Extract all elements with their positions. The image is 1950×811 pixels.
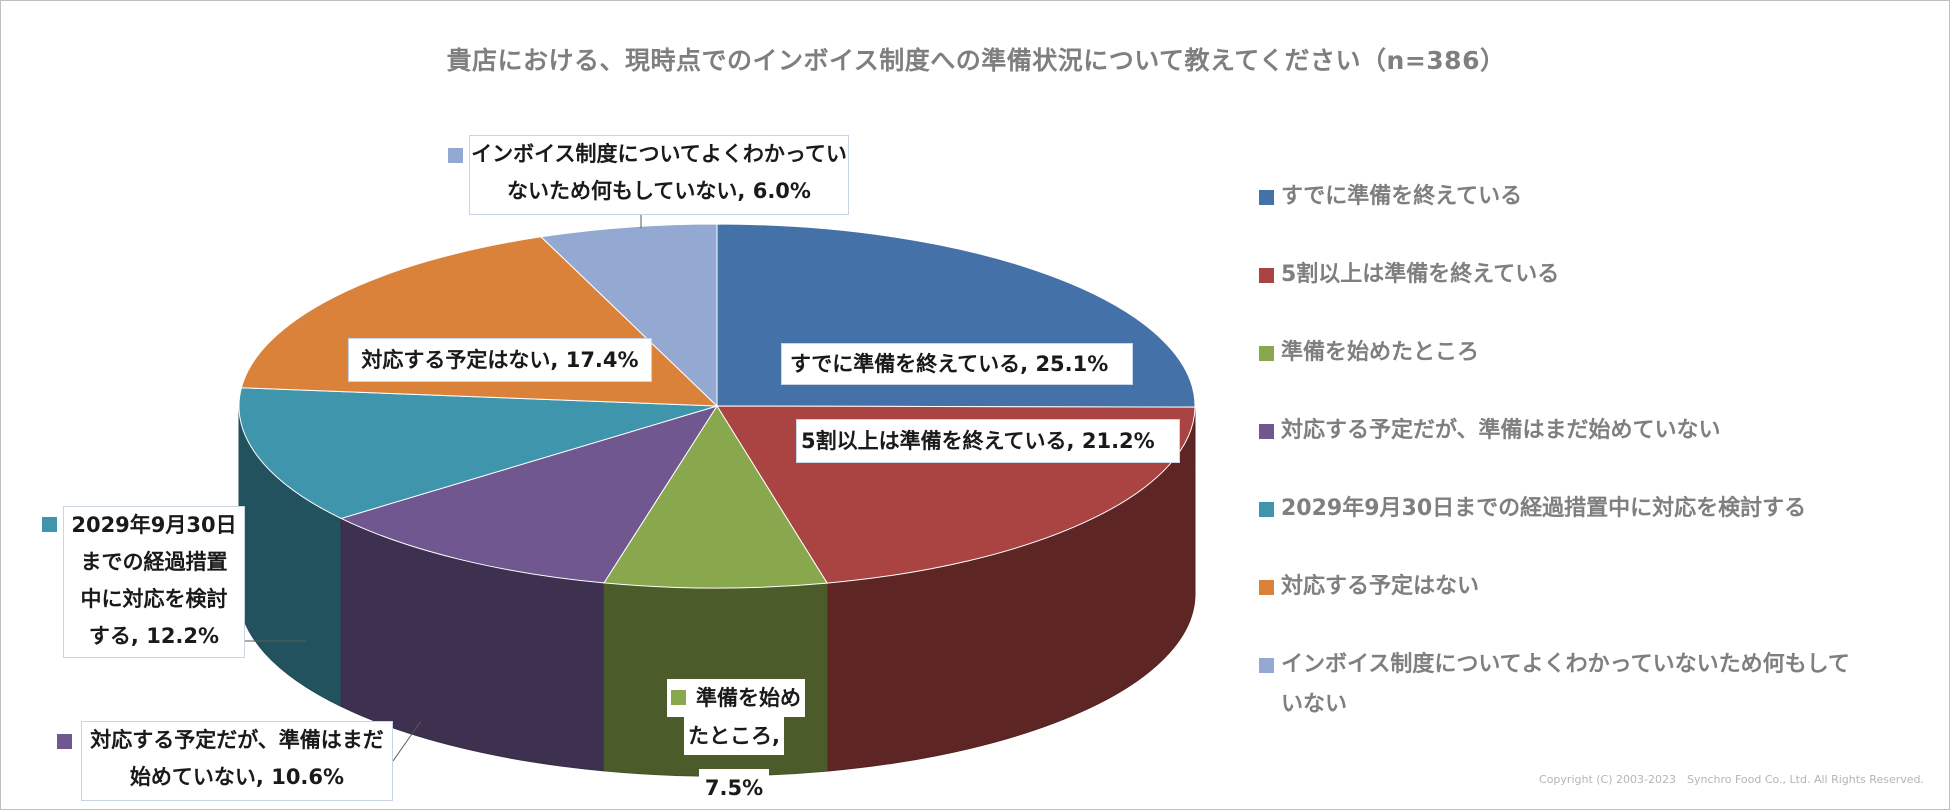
legend: すでに準備を終えている 5割以上は準備を終えている 準備を始めたところ 対応する…: [1259, 177, 1919, 725]
data-label-unaware: インボイス制度についてよくわかってい ないため何もしていない, 6.0%: [469, 135, 849, 215]
legend-swatch: [1259, 346, 1274, 361]
data-label-transition-period: 2029年9月30日 までの経過措置 中に対応を検討 する, 12.2%: [63, 506, 245, 658]
legend-swatch: [1259, 580, 1274, 595]
data-label-ready: すでに準備を終えている, 25.1%: [781, 343, 1133, 385]
data-label-planned-not-started: 対応する予定だが、準備はまだ 始めていない, 10.6%: [81, 721, 393, 801]
data-label-no-plan: 対応する予定はない, 17.4%: [348, 338, 652, 382]
legend-key-just-started: [671, 690, 686, 705]
legend-key-unaware: [448, 148, 463, 163]
legend-swatch: [1259, 424, 1274, 439]
legend-swatch: [1259, 268, 1274, 283]
legend-item-half-ready: 5割以上は準備を終えている: [1259, 255, 1919, 295]
legend-item-just-started: 準備を始めたところ: [1259, 333, 1919, 373]
legend-swatch: [1259, 190, 1274, 205]
copyright-notice: Copyright (C) 2003-2023 Synchro Food Co.…: [1539, 771, 1924, 787]
pie-top: [239, 224, 1195, 588]
legend-item-no-plan: 対応する予定はない: [1259, 567, 1919, 607]
legend-item-planned-not-started: 対応する予定だが、準備はまだ始めていない: [1259, 411, 1919, 451]
legend-item-transition-period: 2029年9月30日までの経過措置中に対応を検討する: [1259, 489, 1919, 529]
legend-item-unaware: インボイス制度についてよくわかっていないため何もして いない: [1259, 645, 1941, 725]
legend-key-planned-not-started: [57, 734, 72, 749]
legend-swatch: [1259, 658, 1274, 673]
data-label-just-started: 準備を始め たところ, 7.5%: [667, 679, 801, 805]
legend-item-ready: すでに準備を終えている: [1259, 177, 1919, 217]
legend-key-transition-period: [42, 517, 57, 532]
legend-swatch: [1259, 502, 1274, 517]
data-label-half-ready: 5割以上は準備を終えている, 21.2%: [796, 419, 1180, 463]
